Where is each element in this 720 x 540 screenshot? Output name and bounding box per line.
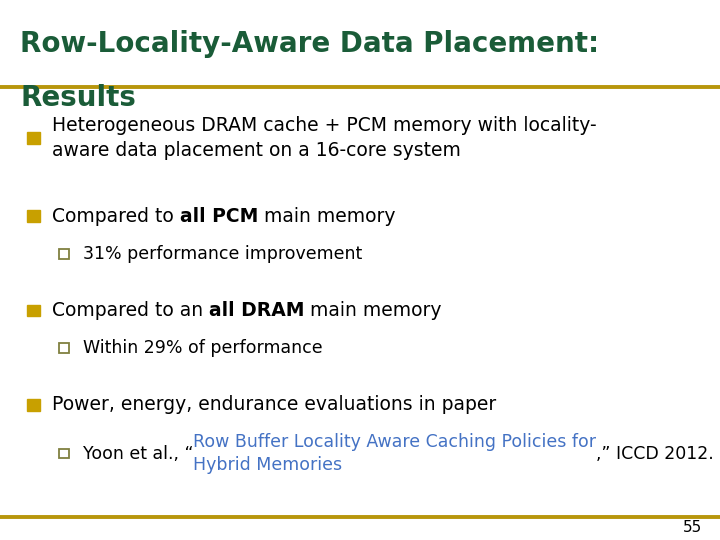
Text: ,” ICCD 2012.: ,” ICCD 2012. bbox=[596, 444, 714, 463]
Text: main memory: main memory bbox=[258, 206, 395, 226]
Text: Heterogeneous DRAM cache + PCM memory with locality-
aware data placement on a 1: Heterogeneous DRAM cache + PCM memory wi… bbox=[52, 116, 596, 160]
Bar bbox=[59, 449, 69, 458]
Bar bbox=[27, 132, 40, 144]
Text: Results: Results bbox=[20, 84, 136, 112]
Text: all PCM: all PCM bbox=[179, 206, 258, 226]
Bar bbox=[27, 210, 40, 222]
Text: main memory: main memory bbox=[305, 301, 442, 320]
Bar bbox=[27, 305, 40, 316]
Text: Compared to an: Compared to an bbox=[52, 301, 209, 320]
Text: Row Buffer Locality Aware Caching Policies for
Hybrid Memories: Row Buffer Locality Aware Caching Polici… bbox=[193, 433, 596, 475]
Text: 31% performance improvement: 31% performance improvement bbox=[83, 245, 362, 263]
Bar bbox=[59, 343, 69, 353]
Text: Within 29% of performance: Within 29% of performance bbox=[83, 339, 323, 357]
Text: all DRAM: all DRAM bbox=[209, 301, 305, 320]
Text: Power, energy, endurance evaluations in paper: Power, energy, endurance evaluations in … bbox=[52, 395, 496, 415]
Text: Row-Locality-Aware Data Placement:: Row-Locality-Aware Data Placement: bbox=[20, 30, 599, 58]
Bar bbox=[27, 399, 40, 411]
Bar bbox=[59, 249, 69, 259]
Text: Yoon et al., “: Yoon et al., “ bbox=[83, 444, 193, 463]
Text: 55: 55 bbox=[683, 519, 702, 535]
Text: Compared to: Compared to bbox=[52, 206, 179, 226]
